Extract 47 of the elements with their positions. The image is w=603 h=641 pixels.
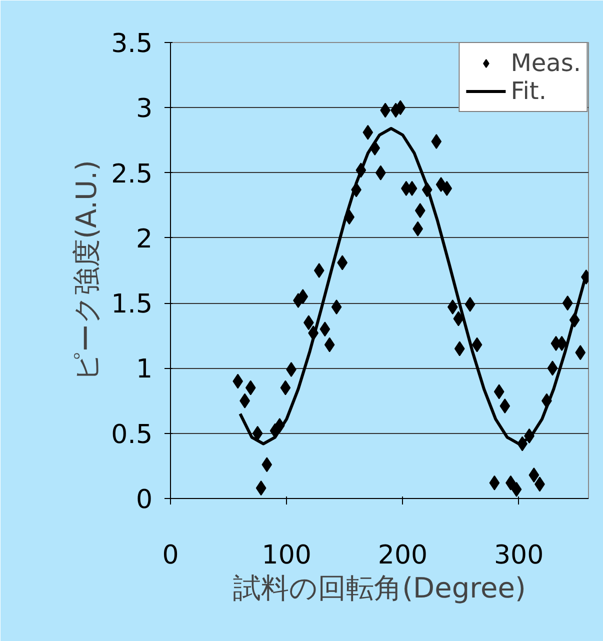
x-tick-label: 0 xyxy=(162,540,179,570)
point xyxy=(362,124,374,140)
point xyxy=(245,380,256,396)
y-axis-title: ピーク強度(A.U.) xyxy=(70,160,104,381)
point xyxy=(256,480,266,496)
point xyxy=(431,134,442,150)
point xyxy=(500,398,510,414)
point xyxy=(442,180,452,196)
x-tick-label: 200 xyxy=(378,540,428,570)
y-tick-label: 2.5 xyxy=(111,159,153,190)
point xyxy=(511,482,522,497)
x-axis-title: 試料の回転角(Degree) xyxy=(233,572,526,604)
legend-label: Fit. xyxy=(510,77,546,105)
point xyxy=(252,426,263,441)
y-tick-label: 1 xyxy=(136,354,153,385)
point xyxy=(414,203,426,218)
point xyxy=(528,468,540,483)
point xyxy=(337,255,348,270)
point xyxy=(375,165,386,180)
y-tick-label: 2 xyxy=(136,224,153,254)
point xyxy=(562,296,573,311)
point xyxy=(547,360,558,376)
point xyxy=(464,296,476,312)
point xyxy=(472,337,482,352)
point xyxy=(232,374,244,389)
x-tick-label: 100 xyxy=(262,540,312,570)
point xyxy=(324,337,335,352)
point xyxy=(320,322,330,337)
point xyxy=(331,299,342,314)
point xyxy=(262,457,272,472)
point xyxy=(447,299,458,314)
y-tick-label: 0.5 xyxy=(111,420,153,450)
point xyxy=(489,475,500,490)
y-tick-label: 3 xyxy=(136,94,153,124)
x-tick-label: 300 xyxy=(494,540,544,570)
y-tick-label: 1.5 xyxy=(111,290,153,320)
y-tick-label: 3.5 xyxy=(111,29,153,59)
point xyxy=(298,289,308,304)
point xyxy=(314,263,324,278)
point xyxy=(280,380,291,396)
point xyxy=(494,384,504,400)
point xyxy=(454,341,465,356)
y-tick-label: 0 xyxy=(136,485,153,515)
legend-label: Meas. xyxy=(510,49,581,77)
point xyxy=(575,345,586,360)
point xyxy=(395,100,406,116)
point xyxy=(453,311,464,326)
